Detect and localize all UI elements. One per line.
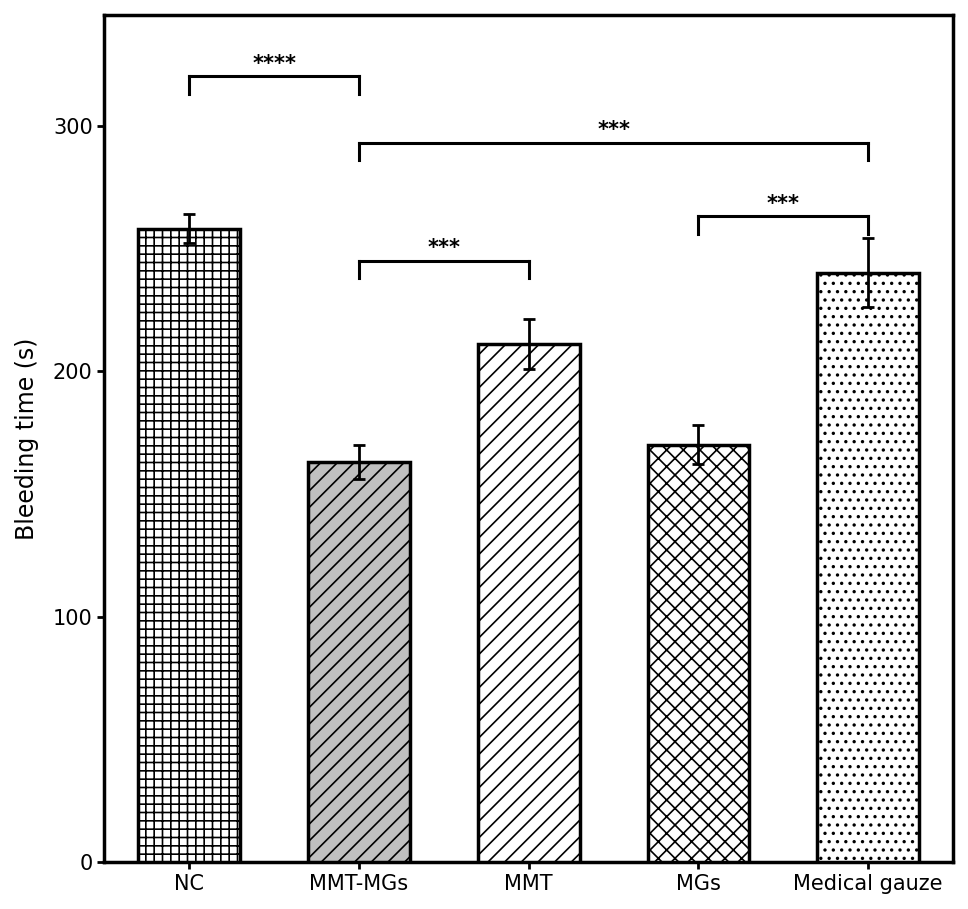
Bar: [648, 445, 749, 863]
Bar: [308, 462, 409, 863]
Bar: [478, 344, 580, 863]
Text: ***: ***: [597, 120, 630, 140]
Bar: [817, 273, 919, 863]
Text: ***: ***: [767, 194, 800, 214]
Bar: [138, 229, 240, 863]
Y-axis label: Bleeding time (s): Bleeding time (s): [15, 337, 39, 540]
Text: ****: ****: [252, 54, 296, 74]
Text: ***: ***: [427, 238, 461, 258]
